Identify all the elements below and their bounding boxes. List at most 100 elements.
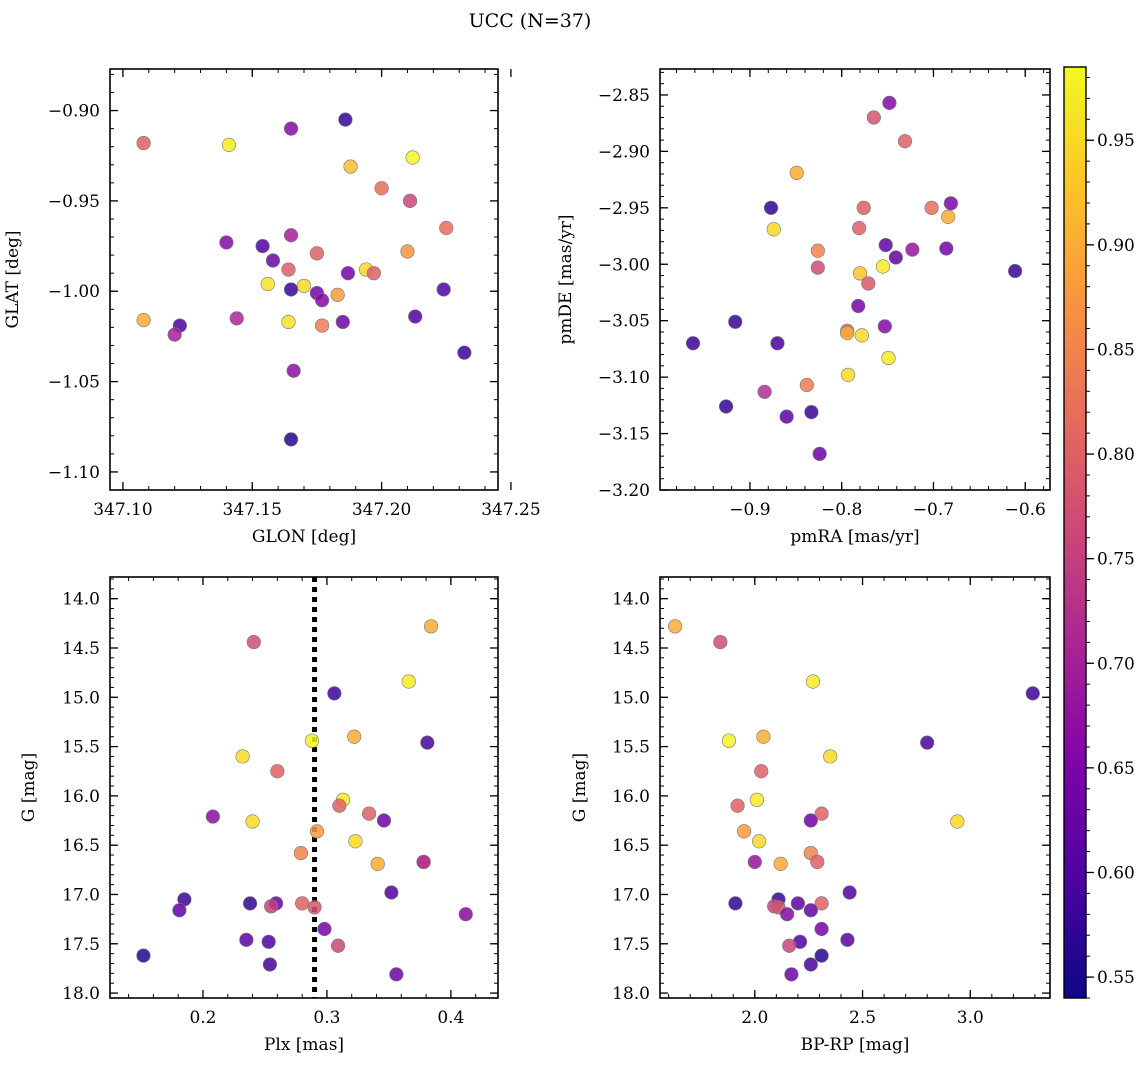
data-point [384, 885, 399, 900]
data-point [852, 266, 868, 281]
data-point [803, 813, 818, 828]
panel-glon-glat: 347.10 347.15 347.20 347.25 −0.90 −0.95 −1.00 −… [3, 68, 541, 547]
data-point [281, 314, 296, 330]
data-point [309, 246, 325, 261]
y-tick-label: 17.0 [62, 885, 100, 905]
figure-title: UCC (N=37) [469, 10, 592, 32]
data-point [905, 242, 920, 257]
data-point [389, 967, 404, 982]
data-point [330, 938, 346, 953]
data-point [283, 282, 299, 297]
data-point [728, 896, 743, 911]
data-point [823, 749, 838, 764]
x-axis-label: Plx [mas] [264, 1035, 344, 1055]
data-point [262, 957, 278, 972]
colorbar-gradient [1063, 66, 1087, 999]
data-point [842, 885, 857, 900]
data-point [810, 243, 825, 258]
data-point [881, 350, 896, 366]
y-tick-label: 15.5 [612, 738, 650, 758]
y-tick-label: 14.5 [62, 639, 100, 659]
y-tick-label: 18.0 [612, 984, 650, 1004]
data-point [370, 856, 385, 872]
data-point [721, 733, 737, 748]
x-axis-label: GLON [deg] [252, 527, 356, 547]
data-point [841, 367, 856, 382]
data-point [770, 336, 785, 351]
data-point [851, 298, 866, 314]
plot-frame [659, 68, 1051, 491]
data-point [1025, 686, 1040, 701]
y-tick-label: 17.5 [62, 935, 100, 955]
scatter-points [685, 95, 1023, 461]
colorbar-tick-label: 0.75 [1097, 550, 1135, 570]
scatter-points [667, 619, 1040, 982]
colorbar-tick-label: 0.70 [1097, 654, 1135, 674]
y-tick-label: 16.0 [612, 787, 650, 807]
data-point [943, 196, 958, 211]
data-point [747, 854, 762, 870]
data-point [327, 686, 342, 701]
data-point [416, 854, 431, 870]
data-point [317, 921, 332, 937]
y-tick-label: 17.0 [612, 885, 650, 905]
data-point [667, 619, 683, 634]
y-tick-label: −1.05 [48, 373, 100, 393]
data-point [882, 95, 897, 110]
data-point [330, 287, 345, 302]
data-point [840, 932, 855, 947]
data-point [939, 241, 954, 256]
data-point [423, 619, 439, 634]
data-point [713, 634, 728, 650]
data-point [361, 806, 377, 821]
data-point [790, 896, 806, 911]
data-point [780, 907, 795, 922]
plot-frame [109, 576, 499, 999]
data-point [246, 634, 261, 650]
data-point [221, 137, 237, 152]
data-point [920, 735, 935, 750]
y-tick-label: 16.5 [62, 836, 100, 856]
data-point [736, 824, 752, 839]
y-tick-label: −3.00 [598, 255, 650, 275]
data-point [229, 311, 244, 326]
data-point [685, 336, 701, 351]
data-point [773, 856, 788, 872]
panel-pmra-pmde: −0.9 −0.8 −0.7 −0.6 −2.85 −2.90 −2.95 −3.00 −3.0… [556, 68, 1051, 547]
data-point [924, 200, 939, 215]
colorbar-tick-label: 0.80 [1097, 445, 1135, 465]
y-tick-label: −3.10 [598, 368, 650, 388]
data-point [270, 764, 285, 779]
colorbar-tick-label: 0.60 [1097, 863, 1135, 883]
data-point [420, 735, 435, 750]
y-tick-label: −1.10 [48, 463, 100, 483]
y-tick-label: 14.0 [62, 590, 100, 610]
y-axis-label: G [mag] [570, 753, 590, 822]
y-tick-label: 18.0 [62, 984, 100, 1004]
panel-bprp-g: 2.0 2.5 3.0 14.0 14.5 15.0 15.5 16.0 16.5 17.0 17.… [570, 576, 1051, 1055]
x-tick-label: −0.8 [821, 500, 862, 520]
data-point [814, 921, 829, 937]
y-tick-label: 15.0 [62, 688, 100, 708]
data-point [436, 282, 451, 297]
data-point [340, 266, 356, 281]
y-tick-label: 15.5 [62, 738, 100, 758]
y-tick-label: −1.00 [48, 282, 100, 302]
data-point [348, 834, 363, 849]
axis-ticks [660, 69, 1050, 491]
data-point [439, 220, 454, 236]
data-point [408, 309, 423, 324]
data-point [757, 384, 772, 399]
data-point [283, 432, 299, 447]
x-tick-label: −0.9 [729, 500, 770, 520]
data-point [763, 200, 779, 215]
y-tick-label: −2.90 [598, 142, 650, 162]
data-point [941, 209, 956, 224]
data-point [332, 798, 347, 813]
x-tick-label: 0.3 [313, 1008, 340, 1028]
colorbar-tick-label: 0.85 [1097, 340, 1135, 360]
panel-plx-g: 0.2 0.3 0.4 14.0 14.5 15.0 15.5 16.0 16.5 17.0 17.… [19, 576, 499, 1055]
data-point [235, 749, 250, 764]
y-tick-label: −3.15 [598, 425, 650, 445]
